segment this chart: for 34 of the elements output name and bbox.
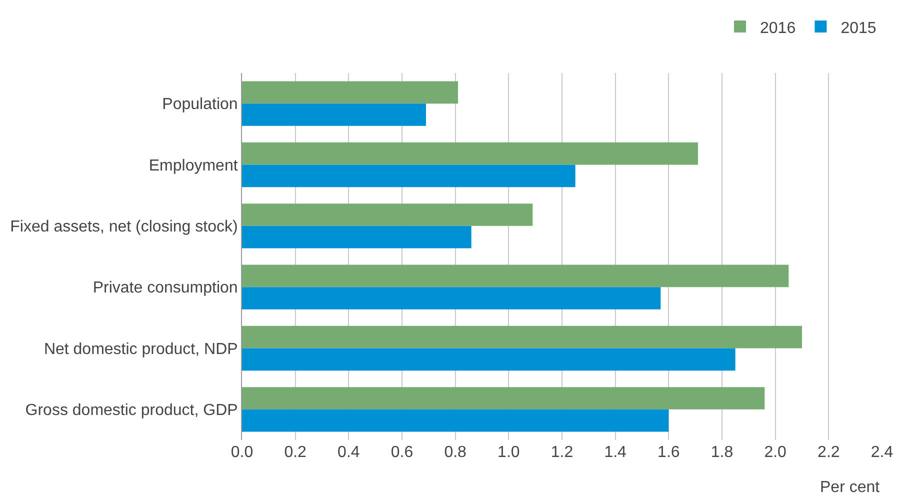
x-tick-label: 2.0 <box>764 444 787 461</box>
bar <box>242 264 789 288</box>
x-tick-label: 1.2 <box>550 444 574 461</box>
x-tick-label: 0.4 <box>338 444 360 461</box>
x-tick-label: 1.8 <box>710 444 734 461</box>
x-tick-label: 0.0 <box>230 444 254 461</box>
bar <box>242 81 458 104</box>
x-tick-label: 0.8 <box>444 444 467 461</box>
legend-label: 2015 <box>840 20 876 37</box>
bar <box>242 348 736 371</box>
x-tick-label: 1.6 <box>658 444 680 461</box>
bar <box>242 204 533 226</box>
bar <box>242 104 426 126</box>
x-tick-label: 1.4 <box>604 444 627 461</box>
y-tick-label: Gross domestic product, GDP <box>25 402 238 420</box>
x-tick-label: 0.2 <box>284 444 307 461</box>
y-tick-label: Population <box>162 96 238 114</box>
bar <box>242 387 765 410</box>
bar <box>242 226 472 248</box>
bar <box>242 409 669 432</box>
y-tick-label: Employment <box>148 157 238 174</box>
x-tick-label: 0.6 <box>390 444 414 461</box>
legend-label: 2016 <box>760 20 796 37</box>
x-axis-title: Per cent <box>820 479 880 496</box>
x-tick-label: 2.2 <box>818 444 840 461</box>
bar <box>242 142 698 165</box>
y-tick-label: Net domestic product, NDP <box>44 340 238 358</box>
y-tick-label: Private consumption <box>92 280 238 297</box>
bar <box>242 287 661 310</box>
x-tick-label: 2.4 <box>870 444 894 461</box>
x-tick-label: 1.0 <box>498 444 520 461</box>
bar <box>242 164 576 188</box>
bar <box>242 326 802 348</box>
y-tick-label: Fixed assets, net (closing stock) <box>10 218 238 236</box>
